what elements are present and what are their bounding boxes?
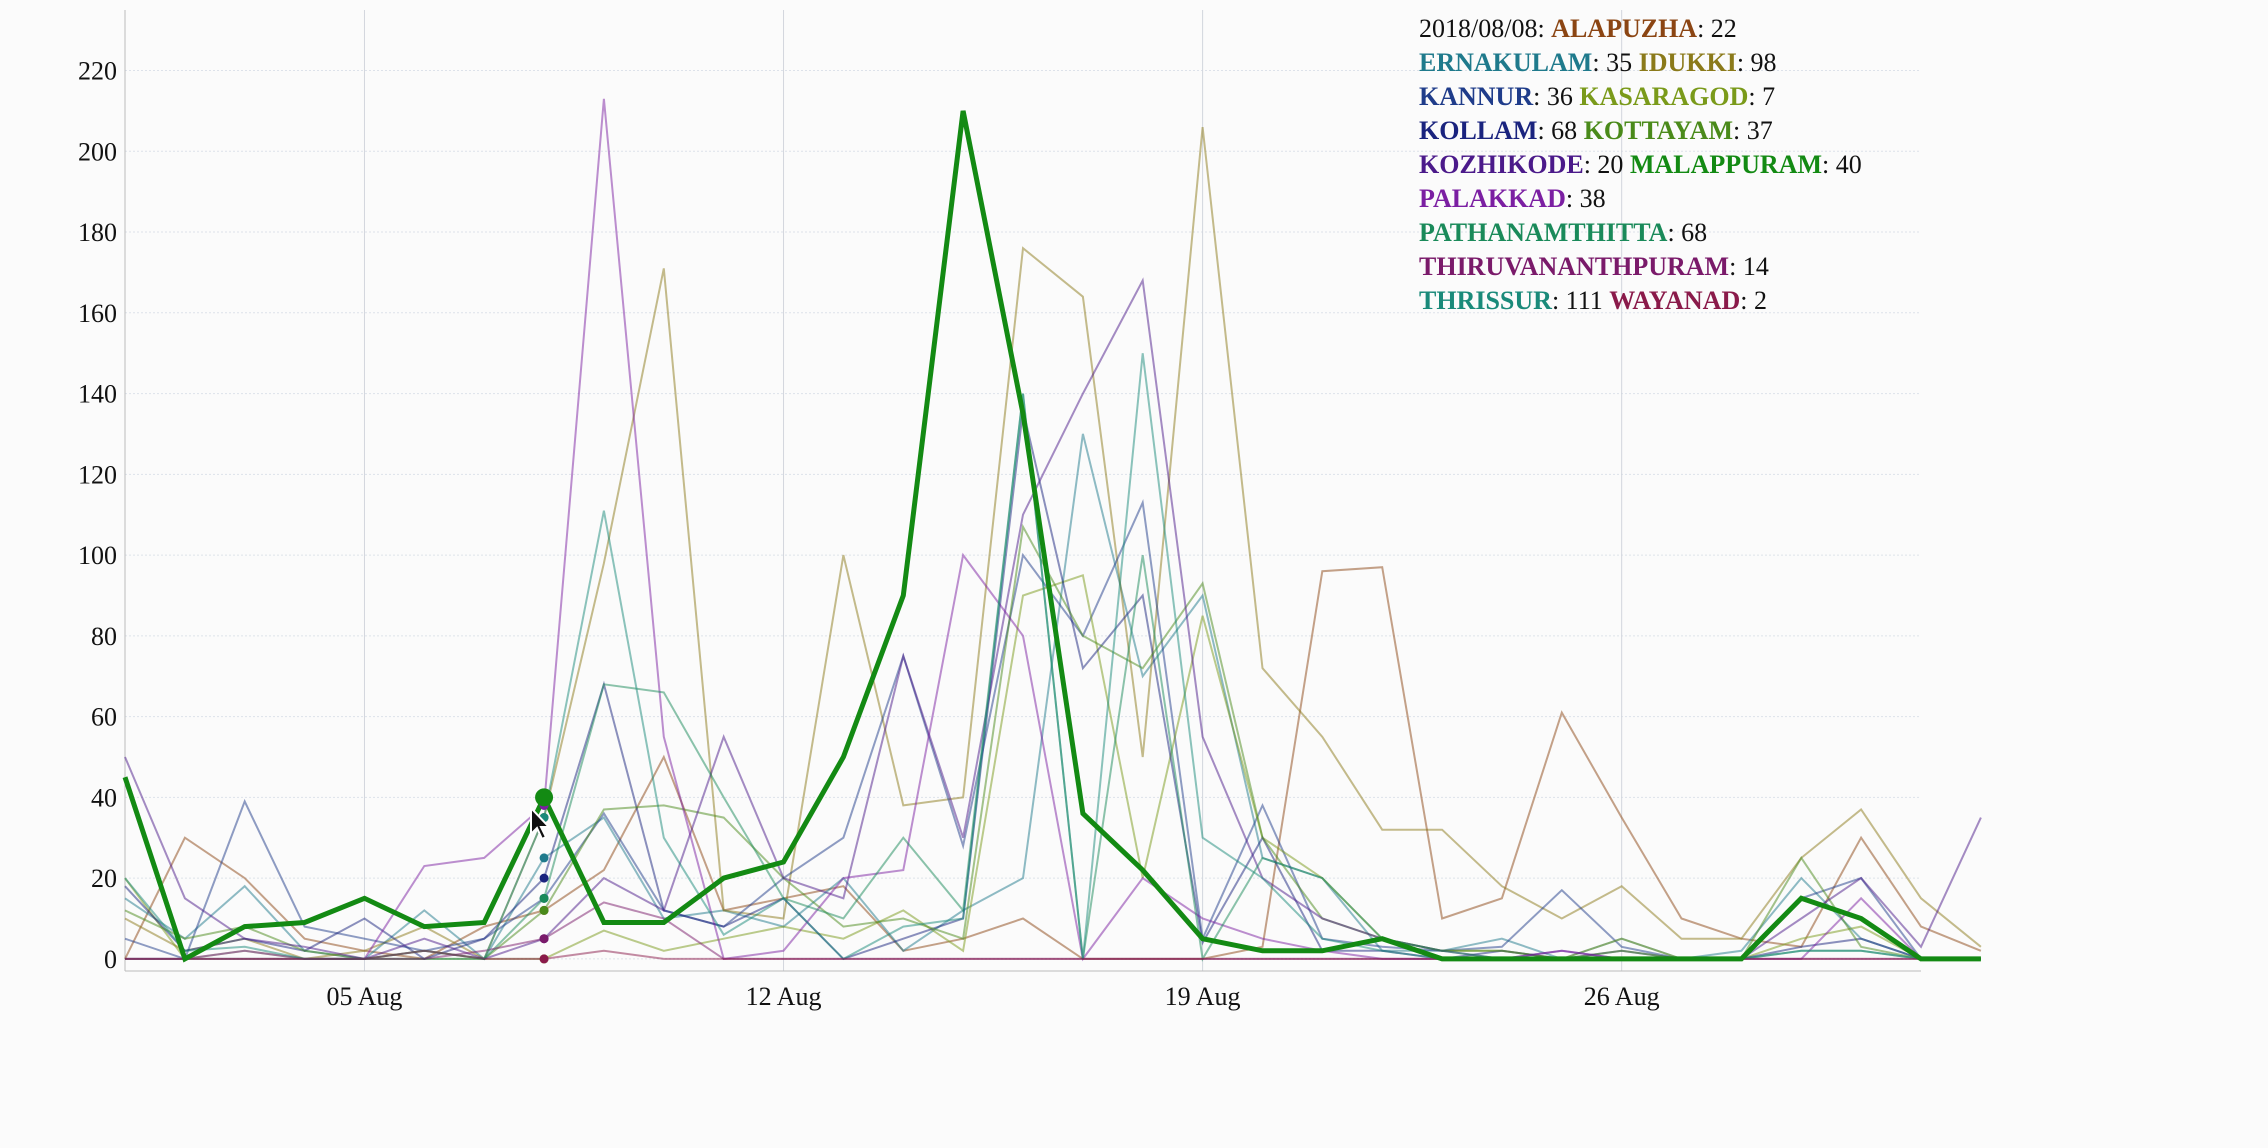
legend-series-value: : 22 [1697, 14, 1737, 43]
legend-series-name: IDUKKI [1638, 48, 1737, 77]
y-tick-label: 120 [78, 460, 117, 489]
series-line-idukki [124, 126, 1982, 961]
legend-row: KANNUR: 36 KASARAGOD: 7 [1419, 80, 1862, 114]
legend-row: THRISSUR: 111 WAYANAD: 2 [1419, 284, 1862, 318]
hover-point-thiruvananthpuram [539, 934, 549, 944]
series-line-kottayam [124, 523, 1981, 960]
legend-series-value: : 2 [1740, 286, 1767, 315]
legend-row: PALAKKAD: 38 [1419, 182, 1862, 216]
legend-series-value: : 36 [1533, 82, 1580, 111]
series-line-kasaragod [124, 573, 1981, 960]
legend-series-value: : 37 [1732, 116, 1773, 145]
legend-series-name: KOLLAM [1419, 116, 1538, 145]
legend-series-name: PATHANAMTHITTA [1419, 218, 1668, 247]
legend-series-value: : 68 [1537, 116, 1584, 145]
series-line-thiruvananthpuram [125, 901, 1981, 960]
series-line-alapuzha [124, 566, 1982, 960]
legend-row: KOLLAM: 68 KOTTAYAM: 37 [1419, 114, 1862, 148]
mouse-pointer-icon [530, 806, 552, 841]
legend-series-value: : 98 [1736, 48, 1777, 77]
y-tick-label: 160 [78, 299, 117, 328]
legend-series-name: PALAKKAD [1419, 184, 1566, 213]
x-tick-label: 19 Aug [1165, 982, 1241, 1011]
legend-series-value: : 14 [1729, 252, 1769, 281]
legend-row: ERNAKULAM: 35 IDUKKI: 98 [1419, 46, 1862, 80]
hover-markers [535, 788, 554, 964]
legend-series-value: : 35 [1592, 48, 1639, 77]
hover-point-kottayam [539, 905, 549, 915]
legend-row: KOZHIKODE: 20 MALAPPURAM: 40 [1419, 148, 1862, 182]
y-tick-label: 40 [91, 783, 117, 812]
x-tick-label: 12 Aug [746, 982, 822, 1011]
y-tick-label: 100 [78, 541, 117, 570]
x-tick-label: 26 Aug [1584, 982, 1660, 1011]
y-tick-label: 60 [91, 703, 117, 732]
legend-series-value: : 20 [1583, 150, 1630, 179]
series-lines [122, 98, 1982, 963]
hover-legend: 2018/08/08: ALAPUZHA: 22 ERNAKULAM: 35 ID… [1419, 12, 1862, 318]
y-tick-label: 20 [91, 864, 117, 893]
series-line-kannur [124, 499, 1981, 961]
legend-series-name: KOTTAYAM [1583, 116, 1733, 145]
y-tick-label: 0 [104, 945, 117, 974]
legend-series-value: : 111 [1551, 286, 1610, 315]
legend-date: 2018/08/08: [1419, 14, 1552, 43]
hover-point-malappuram [535, 788, 554, 807]
legend-series-name: KANNUR [1419, 82, 1534, 111]
series-line-ernakulam [124, 433, 1981, 961]
hover-point-kollam [539, 873, 549, 883]
legend-series-name: ERNAKULAM [1419, 48, 1593, 77]
y-tick-label: 140 [78, 380, 117, 409]
series-line-malappuram [122, 110, 1981, 963]
legend-series-name: THRISSUR [1419, 286, 1552, 315]
hover-point-pathanamthitta [539, 893, 549, 903]
legend-series-value: : 40 [1822, 150, 1862, 179]
y-tick-label: 80 [91, 622, 117, 651]
legend-series-value: : 68 [1667, 218, 1708, 247]
legend-series-name: THIRUVANANTHPURAM [1419, 252, 1730, 281]
legend-series-name: KOZHIKODE [1419, 150, 1584, 179]
x-tick-label: 05 Aug [327, 982, 403, 1011]
y-tick-label: 220 [78, 57, 117, 86]
legend-series-name: KASARAGOD [1579, 82, 1749, 111]
legend-series-name: MALAPPURAM [1629, 150, 1823, 179]
legend-row: PATHANAMTHITTA: 68 [1419, 216, 1862, 250]
y-tick-label: 180 [78, 218, 117, 247]
legend-series-name: WAYANAD [1609, 286, 1741, 315]
legend-series-value: : 7 [1748, 82, 1776, 111]
legend-series-name: ALAPUZHA [1551, 14, 1698, 43]
hover-point-ernakulam [539, 853, 549, 863]
legend-row: THIRUVANANTHPURAM: 14 [1419, 250, 1862, 284]
hover-point-wayanad [539, 954, 549, 964]
grid-lines [125, 10, 1921, 971]
y-tick-label: 200 [78, 137, 117, 166]
legend-series-value: : 38 [1565, 184, 1606, 213]
legend-row: 2018/08/08: ALAPUZHA: 22 [1419, 12, 1862, 46]
axes [124, 10, 1921, 972]
tick-labels: 0 20 40 60 80 100 120 140 160 180 200 220 05 Aug 12 A… [78, 57, 1660, 1011]
